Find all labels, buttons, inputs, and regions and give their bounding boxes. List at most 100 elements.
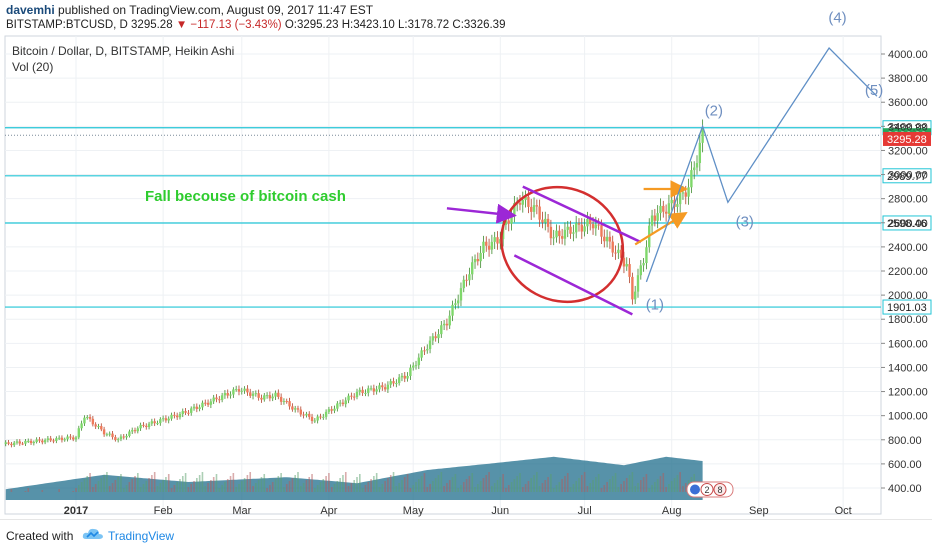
candle-body <box>403 375 406 379</box>
candle-body <box>344 400 347 405</box>
candle-body <box>628 264 631 277</box>
candle-body <box>521 199 524 205</box>
event-badge-label: 2 <box>704 485 709 495</box>
volume-bar <box>364 485 367 492</box>
y-tick-label: 4000.00 <box>888 49 928 61</box>
volume-bar <box>108 486 111 492</box>
candle-body <box>681 192 685 194</box>
author-name[interactable]: davemhi <box>6 3 55 17</box>
volume-bar <box>457 488 459 492</box>
candle-body <box>296 408 300 410</box>
volume-bar <box>41 490 44 492</box>
price-chart[interactable]: 3388.332989.772598.461901.033326.393295.… <box>0 0 932 520</box>
volume-bar <box>429 484 431 492</box>
low-value: L:3178.72 <box>398 19 450 31</box>
footer: Created with TradingView <box>0 519 932 551</box>
volume-bar <box>670 481 673 492</box>
volume-bar <box>561 479 563 492</box>
candle-body <box>701 128 704 143</box>
candle-body <box>74 437 78 440</box>
tradingview-brand[interactable]: TradingView <box>108 529 175 543</box>
candle-body <box>428 340 432 349</box>
candle-body <box>372 388 376 392</box>
volume-area <box>5 456 704 500</box>
volume-bar <box>232 473 235 492</box>
candle-body <box>63 439 66 441</box>
volume-bar <box>634 486 636 492</box>
price-tag <box>883 131 931 146</box>
candle-body <box>69 436 72 438</box>
volume-bar <box>263 474 266 492</box>
volume-bar <box>468 476 471 492</box>
candle-body <box>243 388 246 391</box>
price-tag-label: 3295.28 <box>887 134 927 146</box>
candle-body <box>229 394 232 396</box>
candle-body <box>128 431 131 436</box>
candle-body <box>594 224 598 229</box>
candle-body <box>209 401 213 405</box>
volume-bar <box>406 474 409 492</box>
candle-body <box>558 230 561 237</box>
volume-bar <box>122 488 125 492</box>
volume-bar <box>339 478 341 492</box>
volume-bar <box>165 477 167 492</box>
volume-bar <box>111 483 114 492</box>
candle-body <box>622 257 626 267</box>
candle-body <box>212 397 215 402</box>
candle-body <box>150 421 154 424</box>
volume-bar <box>196 478 198 492</box>
candle-body <box>465 279 468 281</box>
volume-bar <box>432 481 434 492</box>
price-axis[interactable]: 4000.00 3800.00 3600.00 3400.00 3200.00 3000.… <box>881 49 928 495</box>
x-tick-label: Oct <box>835 505 852 517</box>
candle-body <box>583 226 586 232</box>
candle-body <box>324 411 328 417</box>
candle-body <box>299 409 302 415</box>
volume-bar <box>437 475 440 492</box>
candle-body <box>12 442 16 446</box>
time-axis[interactable]: 2017 Feb Mar Apr May Jun Jul Aug Sep Oct <box>64 505 852 517</box>
event-badge-circle <box>700 483 714 496</box>
candle-body <box>468 274 471 281</box>
candle-body <box>625 264 628 267</box>
candle-body <box>507 220 510 224</box>
wave-label: (4) <box>828 10 846 27</box>
volume-bar <box>471 473 474 492</box>
candle-body <box>274 392 277 397</box>
candle-body <box>204 402 207 404</box>
candle-body <box>662 205 665 212</box>
horizontal-levels: 3388.332989.772598.461901.033326.393295.… <box>5 120 932 315</box>
candle-body <box>527 196 530 207</box>
candle-body <box>535 205 539 207</box>
candle-body <box>271 396 274 399</box>
volume-bar <box>566 473 569 492</box>
candle-body <box>670 199 673 204</box>
volume-bar <box>496 480 499 492</box>
candle-body <box>21 443 24 445</box>
candle-body <box>254 393 258 395</box>
volume-bar <box>491 486 493 492</box>
volume-bar <box>581 475 583 492</box>
candle-body <box>530 206 533 212</box>
volume-bar <box>179 479 181 492</box>
candle-body <box>445 323 449 326</box>
last-price: 3295.28 <box>131 19 173 31</box>
volume-bar <box>513 479 516 492</box>
candle-body <box>119 436 123 440</box>
volume-bar <box>156 486 159 492</box>
candle-body <box>170 414 173 419</box>
volume-bar <box>353 480 355 492</box>
volume-bar <box>384 481 386 492</box>
candle-body <box>330 409 333 411</box>
candle-body <box>4 442 7 444</box>
us-flag-icon <box>690 484 700 495</box>
volume-bar <box>83 479 86 492</box>
candle-body <box>546 218 550 227</box>
volume-bar <box>488 472 490 492</box>
candle-body <box>389 381 392 385</box>
candle-body <box>631 276 634 300</box>
x-tick-label: Jun <box>491 505 509 517</box>
volume-bar <box>58 489 60 492</box>
volume-bar <box>283 487 285 492</box>
candle-body <box>538 206 541 220</box>
